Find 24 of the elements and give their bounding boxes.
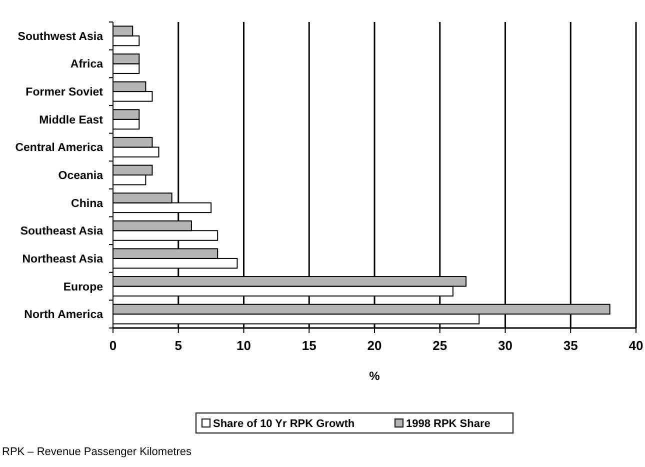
y-tick-label: Southeast Asia xyxy=(20,226,104,238)
y-tick-label: Northeast Asia xyxy=(22,253,104,266)
x-tick-label: 40 xyxy=(628,338,644,353)
y-tick-label: Middle East xyxy=(39,114,104,126)
y-tick-label: Former Soviet xyxy=(26,86,104,99)
x-tick-label: 0 xyxy=(109,338,117,353)
x-tick-label: 25 xyxy=(432,338,448,353)
text: RPK – Revenue Passenger Kilometres xyxy=(2,446,192,458)
x-tick-label: 15 xyxy=(302,338,316,353)
y-tick-label: Oceania xyxy=(58,170,104,182)
y-tick-label: Europe xyxy=(63,281,103,294)
y-tick-label: North America xyxy=(24,309,104,322)
x-tick-label: 30 xyxy=(498,338,512,353)
y-tick-label: Central America xyxy=(15,142,104,154)
x-tick-label: 10 xyxy=(236,338,251,353)
legend-label: 1998 RPK Share xyxy=(406,418,490,430)
y-tick-label: Southwest Asia xyxy=(18,30,104,43)
x-axis-title: % xyxy=(369,369,380,383)
legend-label: Share of 10 Yr RPK Growth xyxy=(213,418,355,430)
x-tick-label: 5 xyxy=(174,338,182,353)
x-tick-label: 20 xyxy=(367,338,382,353)
x-tick-label: 35 xyxy=(563,338,578,353)
y-tick-label: Africa xyxy=(70,58,104,71)
y-tick-label: China xyxy=(71,198,104,210)
